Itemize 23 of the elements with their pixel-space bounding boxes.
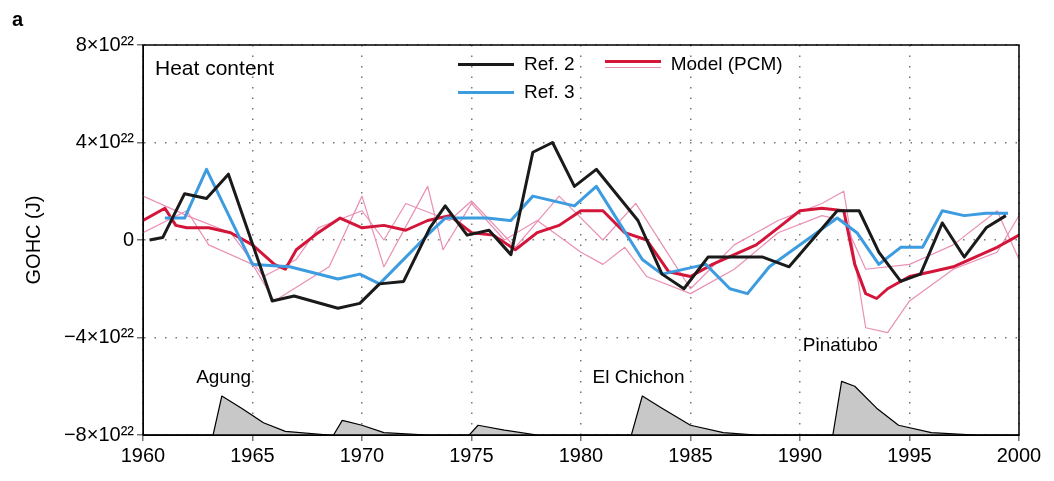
- x-tick-label: 1995: [887, 443, 932, 466]
- text: a: [12, 7, 24, 30]
- legend-label: Model (PCM): [670, 53, 783, 75]
- y-tick-label: −4×10²²: [63, 325, 135, 348]
- x-tick-label: 1960: [120, 443, 166, 466]
- annotation: Pinatubo: [802, 333, 878, 355]
- y-tick-label: 0: [122, 227, 134, 250]
- y-tick-label: 8×10²²: [75, 32, 135, 55]
- legend-label: Ref. 3: [524, 81, 575, 103]
- annotation: Heat content: [155, 55, 275, 79]
- x-tick-label: 1965: [230, 443, 275, 466]
- y-axis-title: GOHC (J): [21, 195, 44, 285]
- legend-label: Ref. 2: [524, 53, 575, 75]
- annotation: Agung: [196, 366, 252, 388]
- x-tick-label: 2000: [996, 443, 1042, 466]
- y-tick-label: −8×10²²: [63, 422, 135, 445]
- x-tick-label: 1985: [668, 443, 713, 466]
- x-tick-label: 1980: [558, 443, 604, 466]
- y-tick-label: 4×10²²: [75, 130, 135, 153]
- annotation: El Chichon: [592, 366, 685, 388]
- x-tick-label: 1975: [449, 443, 494, 466]
- x-tick-label: 1990: [777, 443, 823, 466]
- x-tick-label: 1970: [339, 443, 385, 466]
